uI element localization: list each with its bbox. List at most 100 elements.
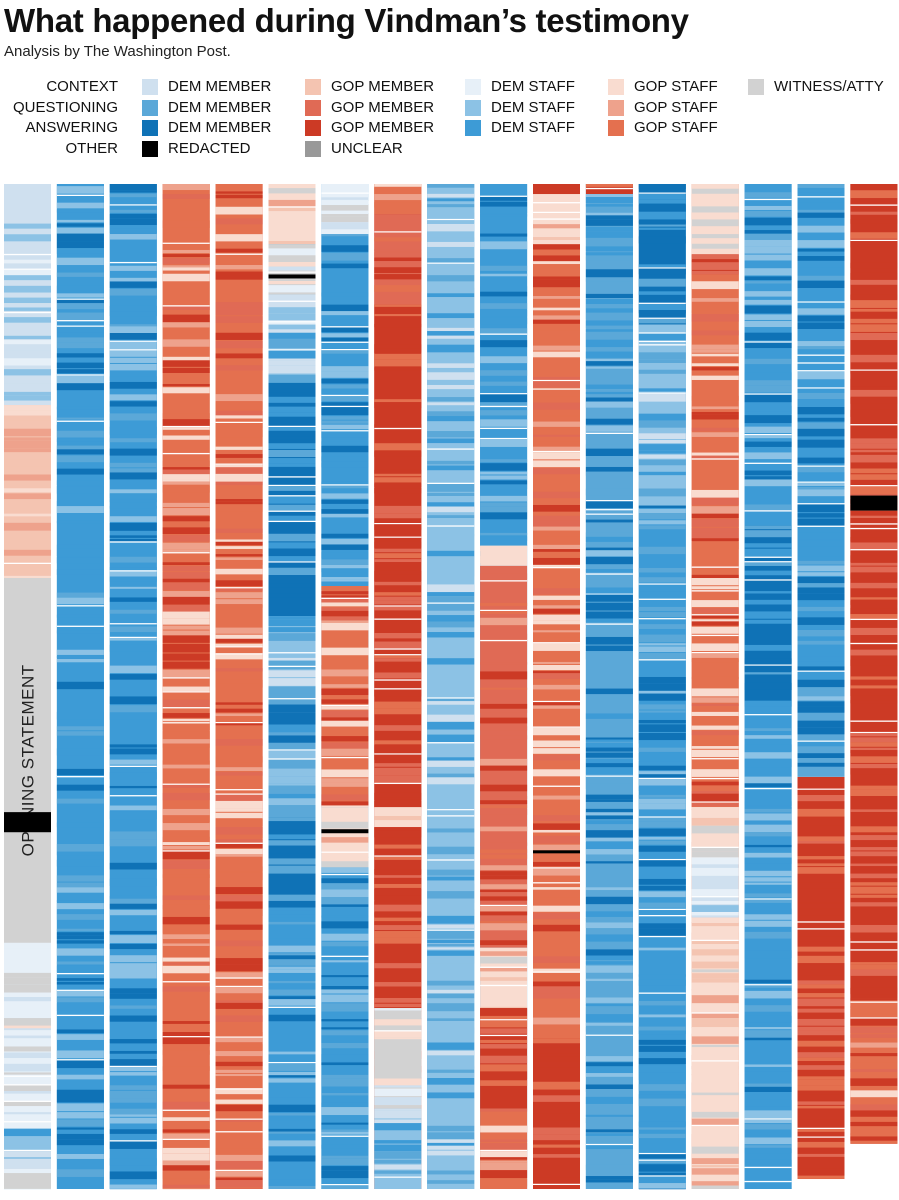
speech-turn <box>4 1018 51 1025</box>
speech-turn <box>480 471 528 475</box>
legend-item: GOP MEMBER <box>305 98 434 118</box>
speech-turn <box>4 307 51 311</box>
speech-turn <box>480 545 528 552</box>
speech-turn <box>691 978 739 983</box>
speech-turn <box>321 1158 369 1166</box>
turn-gap <box>797 928 845 930</box>
turn-gap <box>427 929 475 931</box>
turn-gap <box>321 1184 369 1186</box>
speech-turn <box>374 606 422 611</box>
speech-turn <box>744 801 792 806</box>
speech-turn <box>4 1091 51 1094</box>
speech-turn <box>215 410 263 416</box>
turn-gap <box>427 602 475 604</box>
speech-turn <box>4 269 51 276</box>
turn-gap <box>797 1136 845 1138</box>
speech-turn <box>109 1015 157 1022</box>
speech-turn <box>109 333 157 340</box>
speech-turn <box>427 402 475 406</box>
speech-turn <box>162 846 210 850</box>
speech-turn <box>480 1044 528 1049</box>
speech-turn <box>374 745 422 753</box>
speech-turn <box>56 1089 104 1098</box>
speech-turn <box>162 413 210 419</box>
speech-turn <box>4 480 51 488</box>
speech-turn <box>850 555 898 562</box>
speech-turn <box>533 324 580 331</box>
speech-turn <box>797 955 845 964</box>
turn-gap <box>850 523 898 525</box>
speech-turn <box>56 326 104 333</box>
speech-turn <box>480 1125 528 1133</box>
turn-gap <box>850 618 898 621</box>
speech-turn <box>109 462 157 468</box>
speech-turn <box>374 548 422 553</box>
speech-turn <box>638 885 686 891</box>
turn-gap <box>533 785 580 787</box>
turn-gap <box>109 340 157 342</box>
speech-turn <box>109 665 157 674</box>
turn-gap <box>162 783 210 785</box>
speech-turn <box>321 1030 369 1036</box>
speech-turn <box>321 263 369 269</box>
turn-gap <box>638 302 686 304</box>
speech-turn <box>585 194 633 198</box>
speech-turn <box>56 544 104 549</box>
speech-turn <box>321 960 369 963</box>
speech-turn <box>268 533 316 542</box>
speech-turn <box>268 338 316 346</box>
turn-gap <box>4 1121 51 1123</box>
turn-gap <box>797 196 845 198</box>
turn-gap <box>162 452 210 455</box>
speech-turn <box>585 1003 633 1007</box>
speech-turn <box>533 1113 580 1121</box>
speech-turn <box>321 805 369 808</box>
speech-turn <box>533 315 580 320</box>
speech-turn <box>691 688 739 697</box>
speech-turn <box>480 633 528 639</box>
speech-turn <box>797 1094 845 1101</box>
speech-turn <box>797 308 845 315</box>
speech-turn <box>215 1148 263 1154</box>
speech-turn <box>215 668 263 672</box>
speech-turn <box>321 509 369 514</box>
speech-turn <box>533 673 580 679</box>
speech-turn <box>427 734 475 743</box>
speech-turn <box>321 441 369 445</box>
speech-turn <box>797 466 845 473</box>
turn-gap <box>585 623 633 625</box>
speech-turn <box>109 406 157 413</box>
speech-turn <box>109 1005 157 1009</box>
turn-gap <box>480 1019 528 1021</box>
turn-gap <box>215 977 263 979</box>
speech-turn <box>321 915 369 918</box>
speech-turn <box>638 794 686 798</box>
speech-turn <box>215 702 263 705</box>
speech-turn <box>638 318 686 324</box>
speech-turn <box>797 988 845 993</box>
speech-turn <box>638 719 686 724</box>
speech-turn <box>691 574 739 579</box>
speech-turn <box>215 234 263 242</box>
speech-turn <box>850 597 898 600</box>
speech-turn <box>850 737 898 743</box>
speech-turn <box>374 1097 422 1106</box>
speech-turn <box>797 696 845 701</box>
speech-turn <box>638 947 686 951</box>
speech-turn <box>533 381 580 388</box>
speech-turn <box>56 299 104 304</box>
speech-turn <box>585 1133 633 1136</box>
speech-turn <box>691 1185 739 1189</box>
speech-turn <box>480 967 528 972</box>
speech-turn <box>56 285 104 294</box>
speech-turn <box>797 841 845 844</box>
speech-turn <box>109 1184 157 1189</box>
speech-turn <box>109 184 157 191</box>
speech-turn <box>850 332 898 341</box>
legend-swatch <box>305 99 321 116</box>
speech-turn <box>744 735 792 739</box>
speech-turn <box>850 370 898 374</box>
speech-turn <box>691 1146 739 1154</box>
speech-turn <box>850 386 898 390</box>
speech-turn <box>321 333 369 338</box>
